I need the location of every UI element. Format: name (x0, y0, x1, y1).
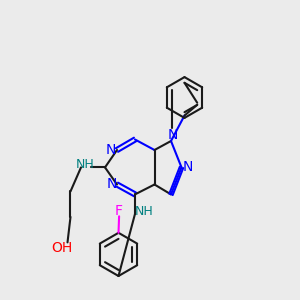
Text: N: N (106, 178, 117, 191)
Text: NH: NH (135, 205, 153, 218)
Text: F: F (115, 204, 123, 218)
Text: N: N (183, 160, 193, 174)
Text: NH: NH (76, 158, 94, 171)
Text: N: N (105, 143, 116, 157)
Text: N: N (167, 128, 178, 142)
Text: OH: OH (51, 242, 72, 255)
